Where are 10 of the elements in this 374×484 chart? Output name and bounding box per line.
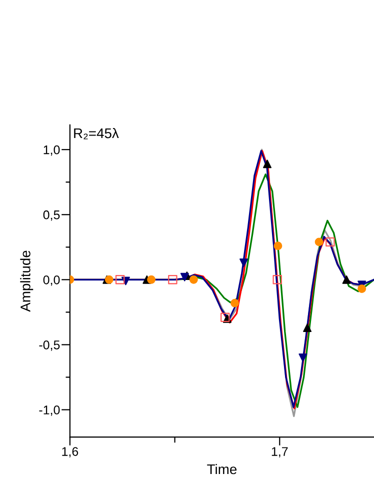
annotation: R₂=45λ [74, 128, 119, 140]
y-axis-title: Amplitude [20, 250, 34, 312]
y-tick-label: 0,0 [43, 275, 60, 286]
y-tick-label: -1,0 [39, 406, 60, 416]
y-tick-label: -0,5 [39, 340, 60, 351]
y-tick-label: 1,0 [44, 145, 60, 156]
y-tick-label: 0,5 [43, 210, 60, 221]
x-tick-label: 1,6 [62, 447, 78, 458]
x-tick-label: 1,7 [272, 447, 288, 458]
x-axis-title: Time [207, 464, 237, 474]
